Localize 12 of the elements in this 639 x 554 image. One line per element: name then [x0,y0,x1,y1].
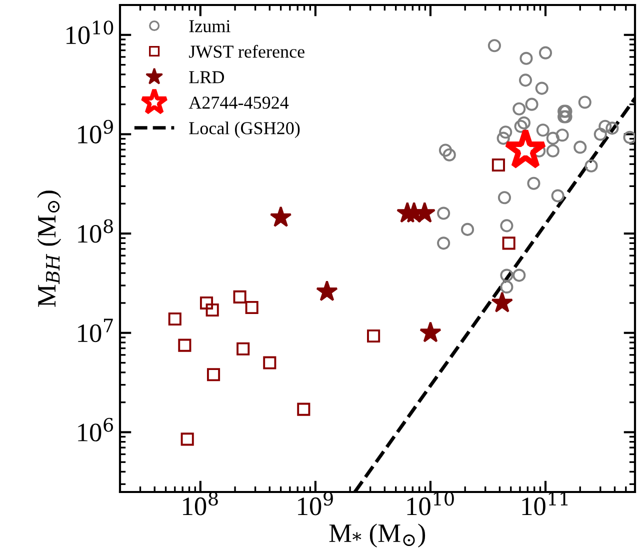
y-tick-label: 10$^{8}$ [78,219,113,243]
legend-label: JWST reference [188,44,304,58]
legend-label: A2744-45924 [188,96,289,109]
y-tick-label: 10$^{9}$ [78,120,113,144]
x-axis-title: M$_{*}$ (M$_{⊙}$) [329,524,426,548]
legend-label: Izumi [189,20,230,32]
y-axis-title: M$_{BH}$ (M$_{⊙}$) [37,190,62,307]
y-tick-label: 10$^{6}$ [78,418,114,442]
y-tick-label: 10$^{7}$ [78,318,113,342]
legend-label: Local (GSH20) [189,122,300,138]
y-tick-label: 10$^{10}$ [66,20,114,44]
legend-label: LRD [189,71,224,84]
